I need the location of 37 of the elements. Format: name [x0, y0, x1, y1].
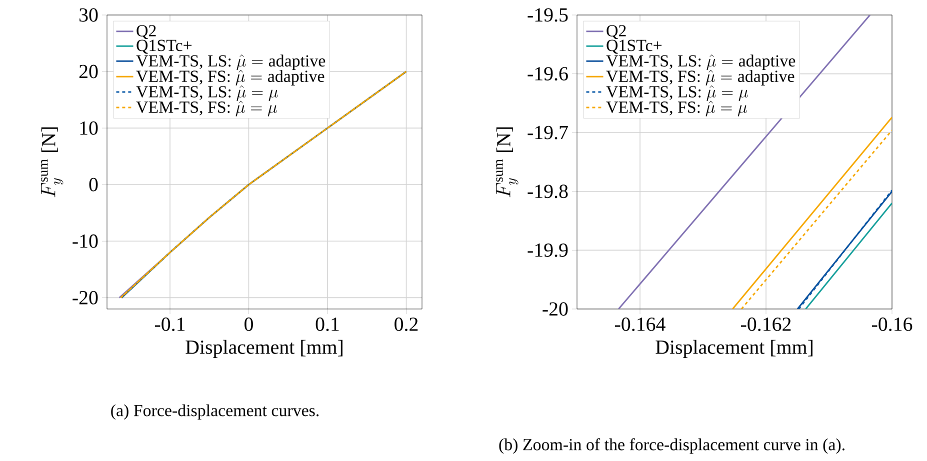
y-tick-label: -19.5: [528, 8, 568, 22]
text: (b) Zoom-in of the force-displacement curve in (a).: [499, 438, 844, 454]
text: (a) Force-displacement curves.: [111, 404, 319, 420]
y-tick-label: -19.6: [528, 67, 568, 81]
x-axis-title: Displacement [mm]: [656, 340, 812, 358]
y-tick-label: -10: [72, 234, 98, 248]
y-axis-title: $F_y^{\mathrm{sum}}\mbox{ [N]}$: [496, 127, 518, 198]
y-tick-label: -20: [72, 290, 98, 304]
legend-label: $\mbox{VEM-TS, LS: }\hat{\mu}=\mu$: [136, 85, 278, 101]
legend-label: $\mbox{Q2}$: [136, 25, 156, 40]
x-tick-label: -0.162: [741, 318, 791, 332]
y-tick-label: 20: [79, 64, 98, 78]
legend-label: $\mbox{VEM-TS, FS: }\hat{\mu}=\mu$: [136, 100, 278, 116]
x-tick-label: -0.16: [872, 318, 912, 332]
y-axis-title: $F_y^{\mathrm{sum}}\mbox{ [N]}$: [41, 127, 64, 198]
y-tick-label: -19.8: [528, 184, 568, 198]
legend-label: $\mbox{VEM-TS, LS: }\hat{\mu}=\mu$: [606, 85, 748, 101]
legend-label: $\mbox{VEM-TS, FS: }\hat{\mu}=\mu$: [606, 100, 748, 116]
y-tick-label: -19.9: [528, 243, 568, 257]
x-tick-label: 0.2: [394, 318, 418, 332]
legend-label: $\mbox{VEM-TS, FS: }\hat{\mu}=\mbox{adaptive}$: [606, 70, 794, 86]
legend-label: $\mbox{VEM-TS, LS: }\hat{\mu}=\mbox{adaptive}$: [606, 54, 796, 70]
x-axis-title: Displacement [mm]: [186, 340, 342, 358]
legend-label: $\mbox{Q2}$: [606, 25, 626, 40]
x-tick-label: -0.1: [154, 318, 185, 332]
legend-label: $\mbox{Q1STc+}$: [136, 40, 192, 54]
y-tick-label: -20: [542, 302, 568, 316]
legend-label: $\mbox{Q1STc+}$: [606, 40, 662, 54]
legend-label: $\mbox{VEM-TS, LS: }\hat{\mu}=\mbox{adaptive}$: [136, 54, 326, 70]
y-tick-label: 10: [80, 121, 98, 135]
x-tick-label: 0: [244, 318, 253, 331]
legend-label: $\mbox{VEM-TS, FS: }\hat{\mu}=\mbox{adaptive}$: [136, 70, 324, 86]
y-tick-label: 30: [80, 8, 98, 22]
x-tick-label: 0.1: [316, 318, 339, 332]
y-tick-label: -19.7: [528, 126, 568, 140]
y-tick-label: 0: [89, 178, 98, 192]
x-tick-label: -0.164: [615, 318, 666, 332]
